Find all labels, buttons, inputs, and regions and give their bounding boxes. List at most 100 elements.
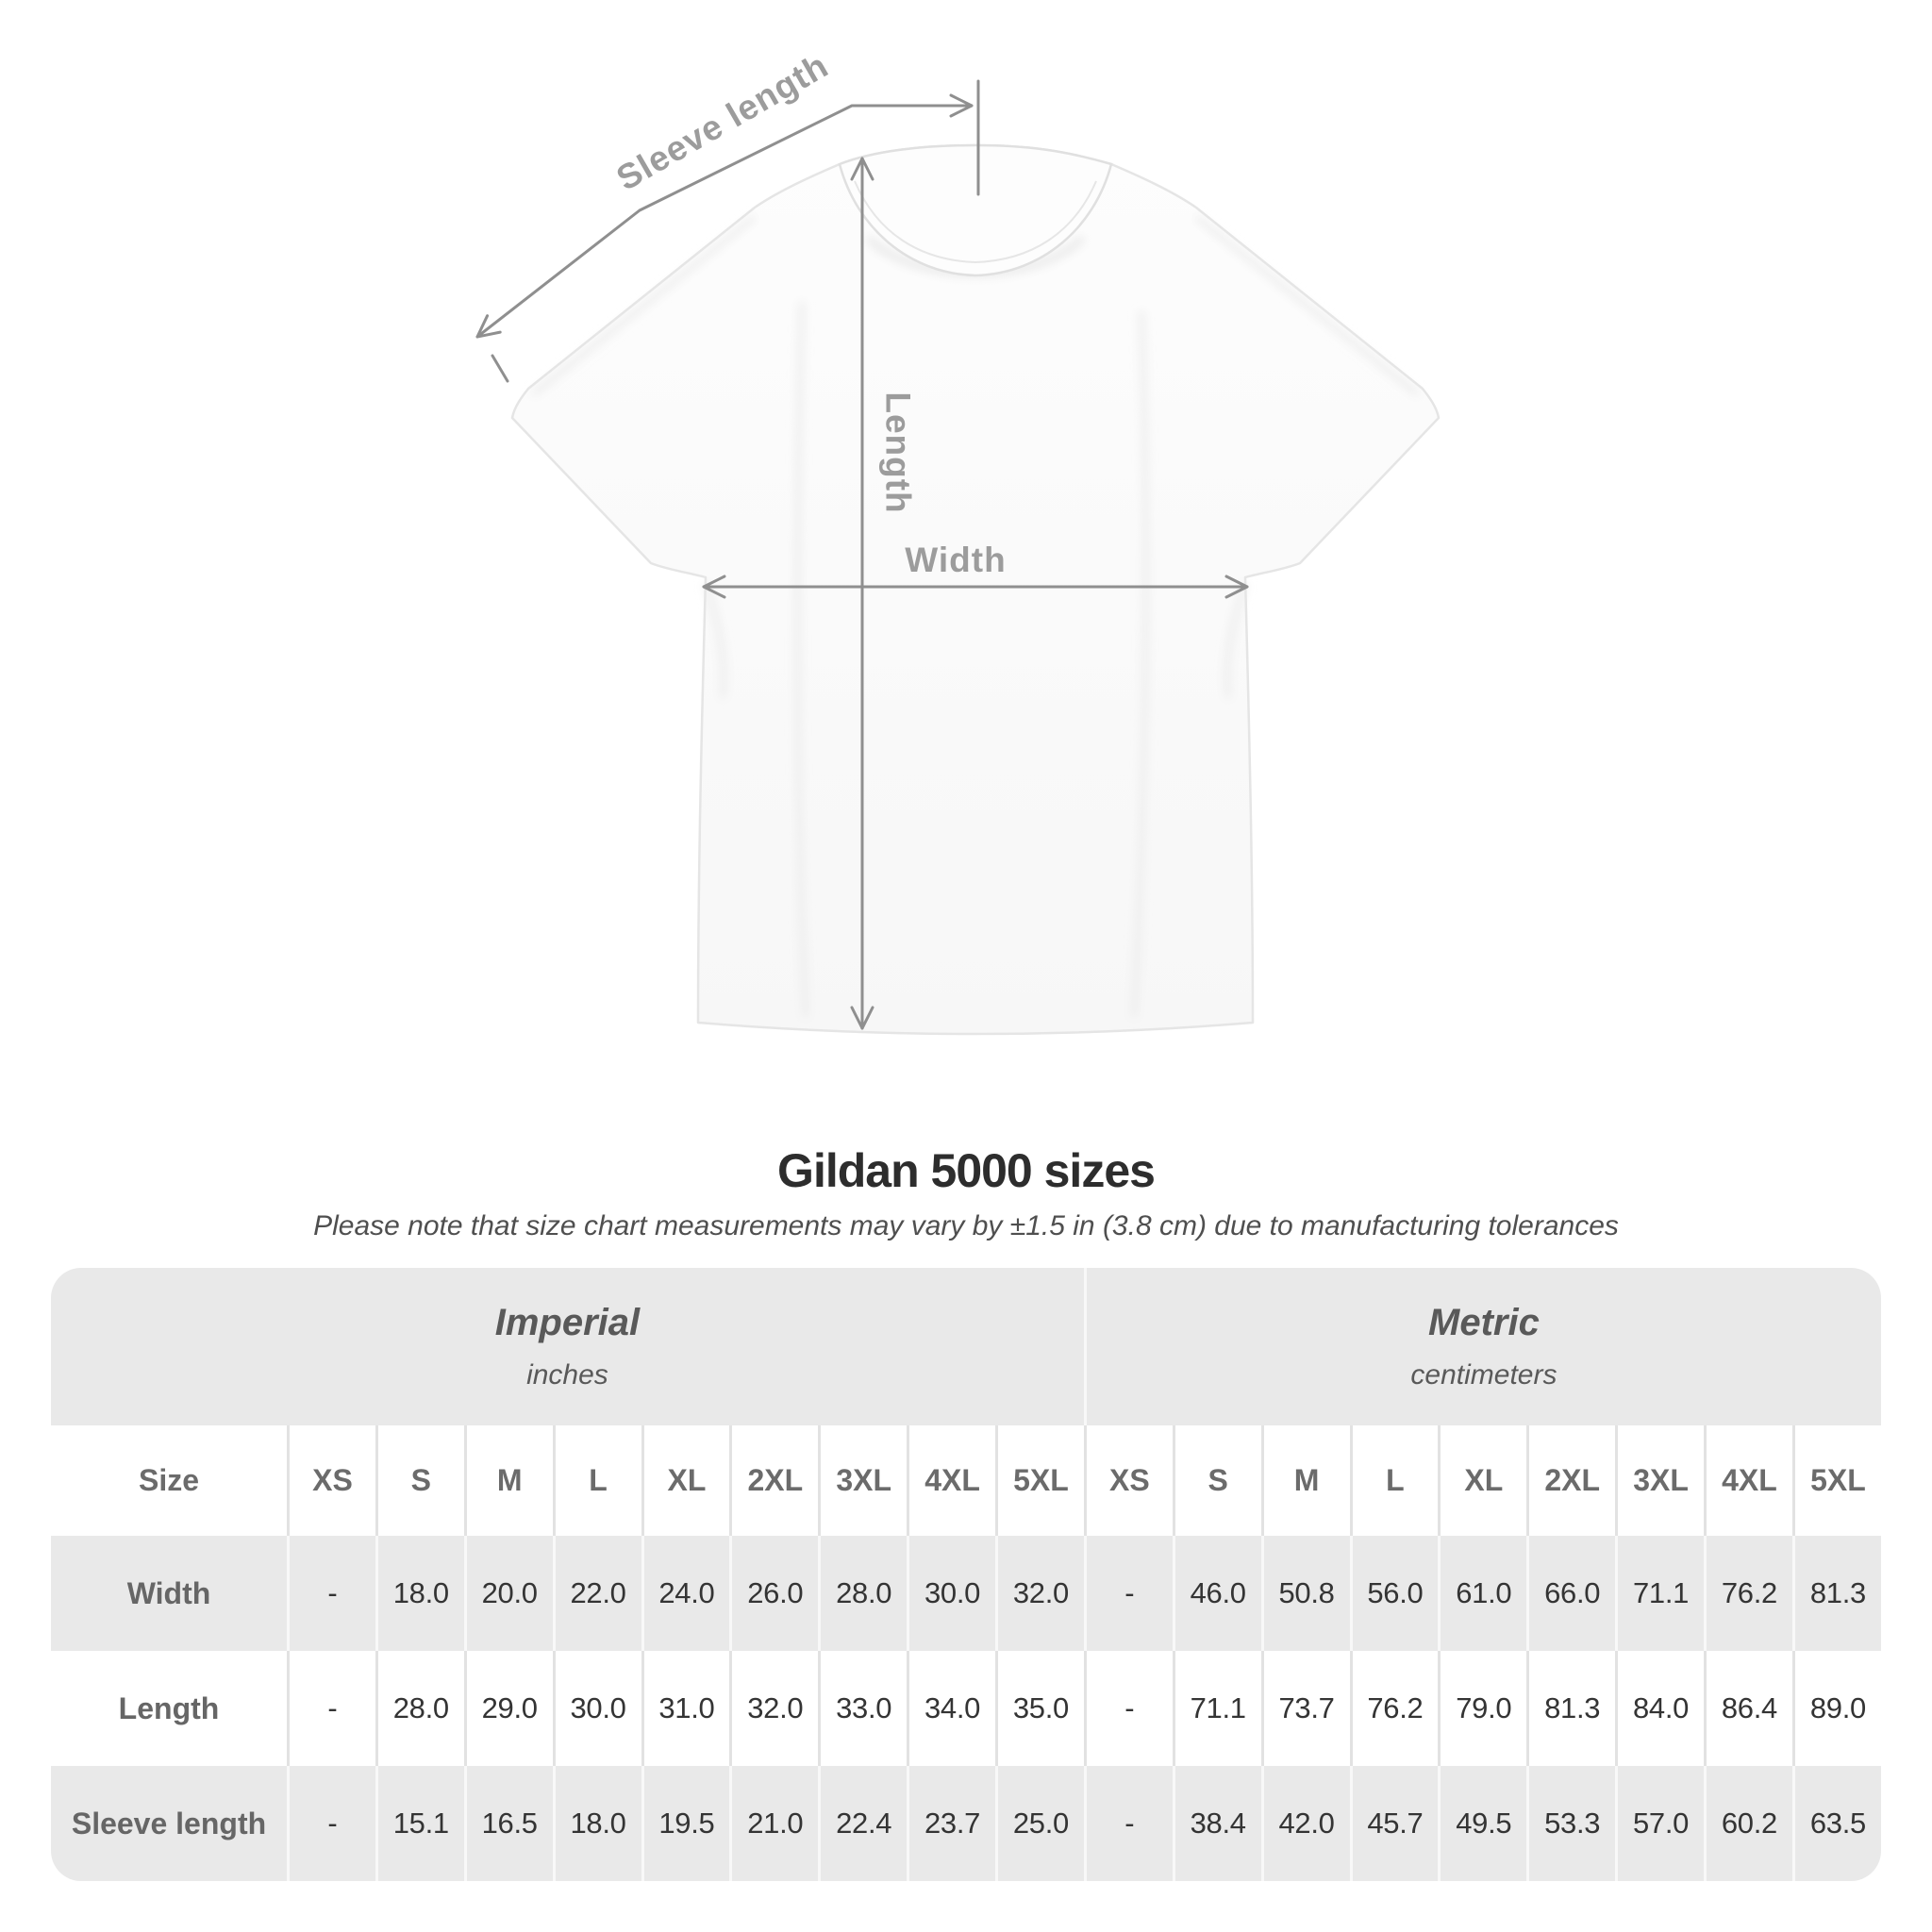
size-header-cell: 4XL [907, 1425, 995, 1536]
measurement-value-cell: 61.0 [1438, 1536, 1527, 1651]
width-arrowhead-right [1224, 575, 1249, 599]
measurement-value-cell: 22.0 [552, 1536, 641, 1651]
row-label: Sleeve length [51, 1766, 287, 1881]
measurement-value-cell: 18.0 [375, 1536, 464, 1651]
measurement-value-cell: 84.0 [1615, 1651, 1704, 1766]
imperial-header: Imperial inches [51, 1268, 1084, 1425]
measurement-value-cell: 26.0 [729, 1536, 819, 1651]
sleeve-length-label: Sleeve length [610, 46, 835, 198]
sleeve-hem-tick [491, 354, 509, 383]
size-chart-table: Imperial inches Metric centimeters Size … [51, 1268, 1881, 1881]
measurement-value-cell: 29.0 [463, 1651, 553, 1766]
measurement-value-cell: - [287, 1651, 375, 1766]
measurement-value-cell: 32.0 [729, 1651, 819, 1766]
tshirt-illustration [510, 143, 1441, 1036]
measurement-value-cell: 86.4 [1704, 1651, 1792, 1766]
size-header-cell: L [1349, 1425, 1439, 1536]
measurement-value-cell: - [1083, 1536, 1173, 1651]
fabric-creases [531, 215, 1420, 1018]
measurement-value-cell: 53.3 [1526, 1766, 1616, 1881]
measurement-value-cell: 49.5 [1438, 1766, 1527, 1881]
measurement-value-cell: 63.5 [1791, 1766, 1881, 1881]
measurement-value-cell: 21.0 [729, 1766, 819, 1881]
table-row: Sleeve length -15.1 16.5 18.0 19.5 21.0 22.4 23… [51, 1766, 1881, 1881]
row-label: Length [51, 1651, 287, 1766]
imperial-label: Imperial [494, 1302, 641, 1343]
measurement-value-cell: 81.3 [1526, 1651, 1616, 1766]
size-header-cell: S [375, 1425, 464, 1536]
measurement-value-cell: - [1083, 1766, 1173, 1881]
metric-label: Metric [1428, 1302, 1540, 1343]
measurement-value-cell: 31.0 [641, 1651, 730, 1766]
size-header-cell: XL [641, 1425, 730, 1536]
size-header-cell: XS [1083, 1425, 1173, 1536]
measurement-value-cell: 89.0 [1791, 1651, 1881, 1766]
measurement-value-cell: 76.2 [1704, 1536, 1792, 1651]
measurement-value-cell: 71.1 [1615, 1536, 1704, 1651]
size-header-cell: 5XL [995, 1425, 1084, 1536]
size-header-cell: S [1172, 1425, 1261, 1536]
length-label: Length [879, 391, 918, 513]
measurement-value-cell: 33.0 [818, 1651, 908, 1766]
page-title: Gildan 5000 sizes [777, 1144, 1156, 1197]
measurement-value-cell: 73.7 [1260, 1651, 1350, 1766]
measurement-value-cell: - [287, 1536, 375, 1651]
row-label: Width [51, 1536, 287, 1651]
measurement-value-cell: 30.0 [907, 1536, 995, 1651]
measurement-value-cell: 38.4 [1172, 1766, 1261, 1881]
measurement-value-cell: 15.1 [375, 1766, 464, 1881]
measurement-value-cell: 16.5 [463, 1766, 553, 1881]
measurement-value-cell: - [1083, 1651, 1173, 1766]
page-subtitle: Please note that size chart measurements… [313, 1210, 1619, 1241]
measurement-value-cell: 42.0 [1260, 1766, 1350, 1881]
width-label: Width [905, 541, 1006, 579]
measurement-value-cell: 28.0 [818, 1536, 908, 1651]
metric-sublabel: centimeters [1410, 1359, 1557, 1391]
measurement-value-cell: 76.2 [1349, 1651, 1439, 1766]
size-header-cell: XS [287, 1425, 375, 1536]
measurement-value-cell: 20.0 [463, 1536, 553, 1651]
length-arrowhead-top [850, 157, 874, 181]
imperial-sublabel: inches [526, 1359, 608, 1391]
measurement-value-cell: 45.7 [1349, 1766, 1439, 1881]
size-header-cell: 5XL [1791, 1425, 1881, 1536]
measurement-value-cell: 28.0 [375, 1651, 464, 1766]
size-header-cell: 3XL [1615, 1425, 1704, 1536]
size-header-cell: XL [1438, 1425, 1527, 1536]
measurement-value-cell: 25.0 [995, 1766, 1084, 1881]
measurement-value-cell: 30.0 [552, 1651, 641, 1766]
measurement-value-cell: 22.4 [818, 1766, 908, 1881]
tshirt-body [510, 143, 1441, 1036]
measurement-value-cell: 23.7 [907, 1766, 995, 1881]
measurement-value-cell: 32.0 [995, 1536, 1084, 1651]
measurement-value-cell: 81.3 [1791, 1536, 1881, 1651]
measurement-value-cell: 18.0 [552, 1766, 641, 1881]
measurement-value-cell: 56.0 [1349, 1536, 1439, 1651]
size-header-cell: M [1260, 1425, 1350, 1536]
measurement-value-cell: 19.5 [641, 1766, 730, 1881]
length-arrowhead-bottom [850, 1006, 874, 1030]
width-arrowhead-left [702, 575, 726, 599]
table-row: Length -28.0 29.0 30.0 31.0 32.0 33.0 34.0 35.0-… [51, 1651, 1881, 1766]
metric-header: Metric centimeters [1083, 1268, 1881, 1425]
sleeve-arrowhead-right [949, 93, 974, 118]
dimension-lines [475, 79, 1249, 1030]
measurement-value-cell: 24.0 [641, 1536, 730, 1651]
size-header-cell: 2XL [1526, 1425, 1616, 1536]
size-column-header: Size [51, 1425, 287, 1536]
sleeve-arrowhead-left [475, 314, 502, 339]
sleeve-length-arrow [475, 104, 974, 339]
measurement-value-cell: 60.2 [1704, 1766, 1792, 1881]
table-row: Width -18.0 20.0 22.0 24.0 26.0 28.0 30.0 32.0-4… [51, 1536, 1881, 1651]
measurement-value-cell: - [287, 1766, 375, 1881]
unit-band-row: Imperial inches Metric centimeters [51, 1268, 1881, 1425]
measurement-value-cell: 46.0 [1172, 1536, 1261, 1651]
measurement-value-cell: 34.0 [907, 1651, 995, 1766]
size-header-row: Size XS S M L XL 2XL 3XL 4XL 5XL XS S M L XL 2XL 3XL 4XL… [51, 1425, 1881, 1536]
size-header-cell: 4XL [1704, 1425, 1792, 1536]
size-header-cell: 2XL [729, 1425, 819, 1536]
measurement-value-cell: 57.0 [1615, 1766, 1704, 1881]
measurement-value-cell: 35.0 [995, 1651, 1084, 1766]
measurement-value-cell: 66.0 [1526, 1536, 1616, 1651]
measurement-value-cell: 79.0 [1438, 1651, 1527, 1766]
